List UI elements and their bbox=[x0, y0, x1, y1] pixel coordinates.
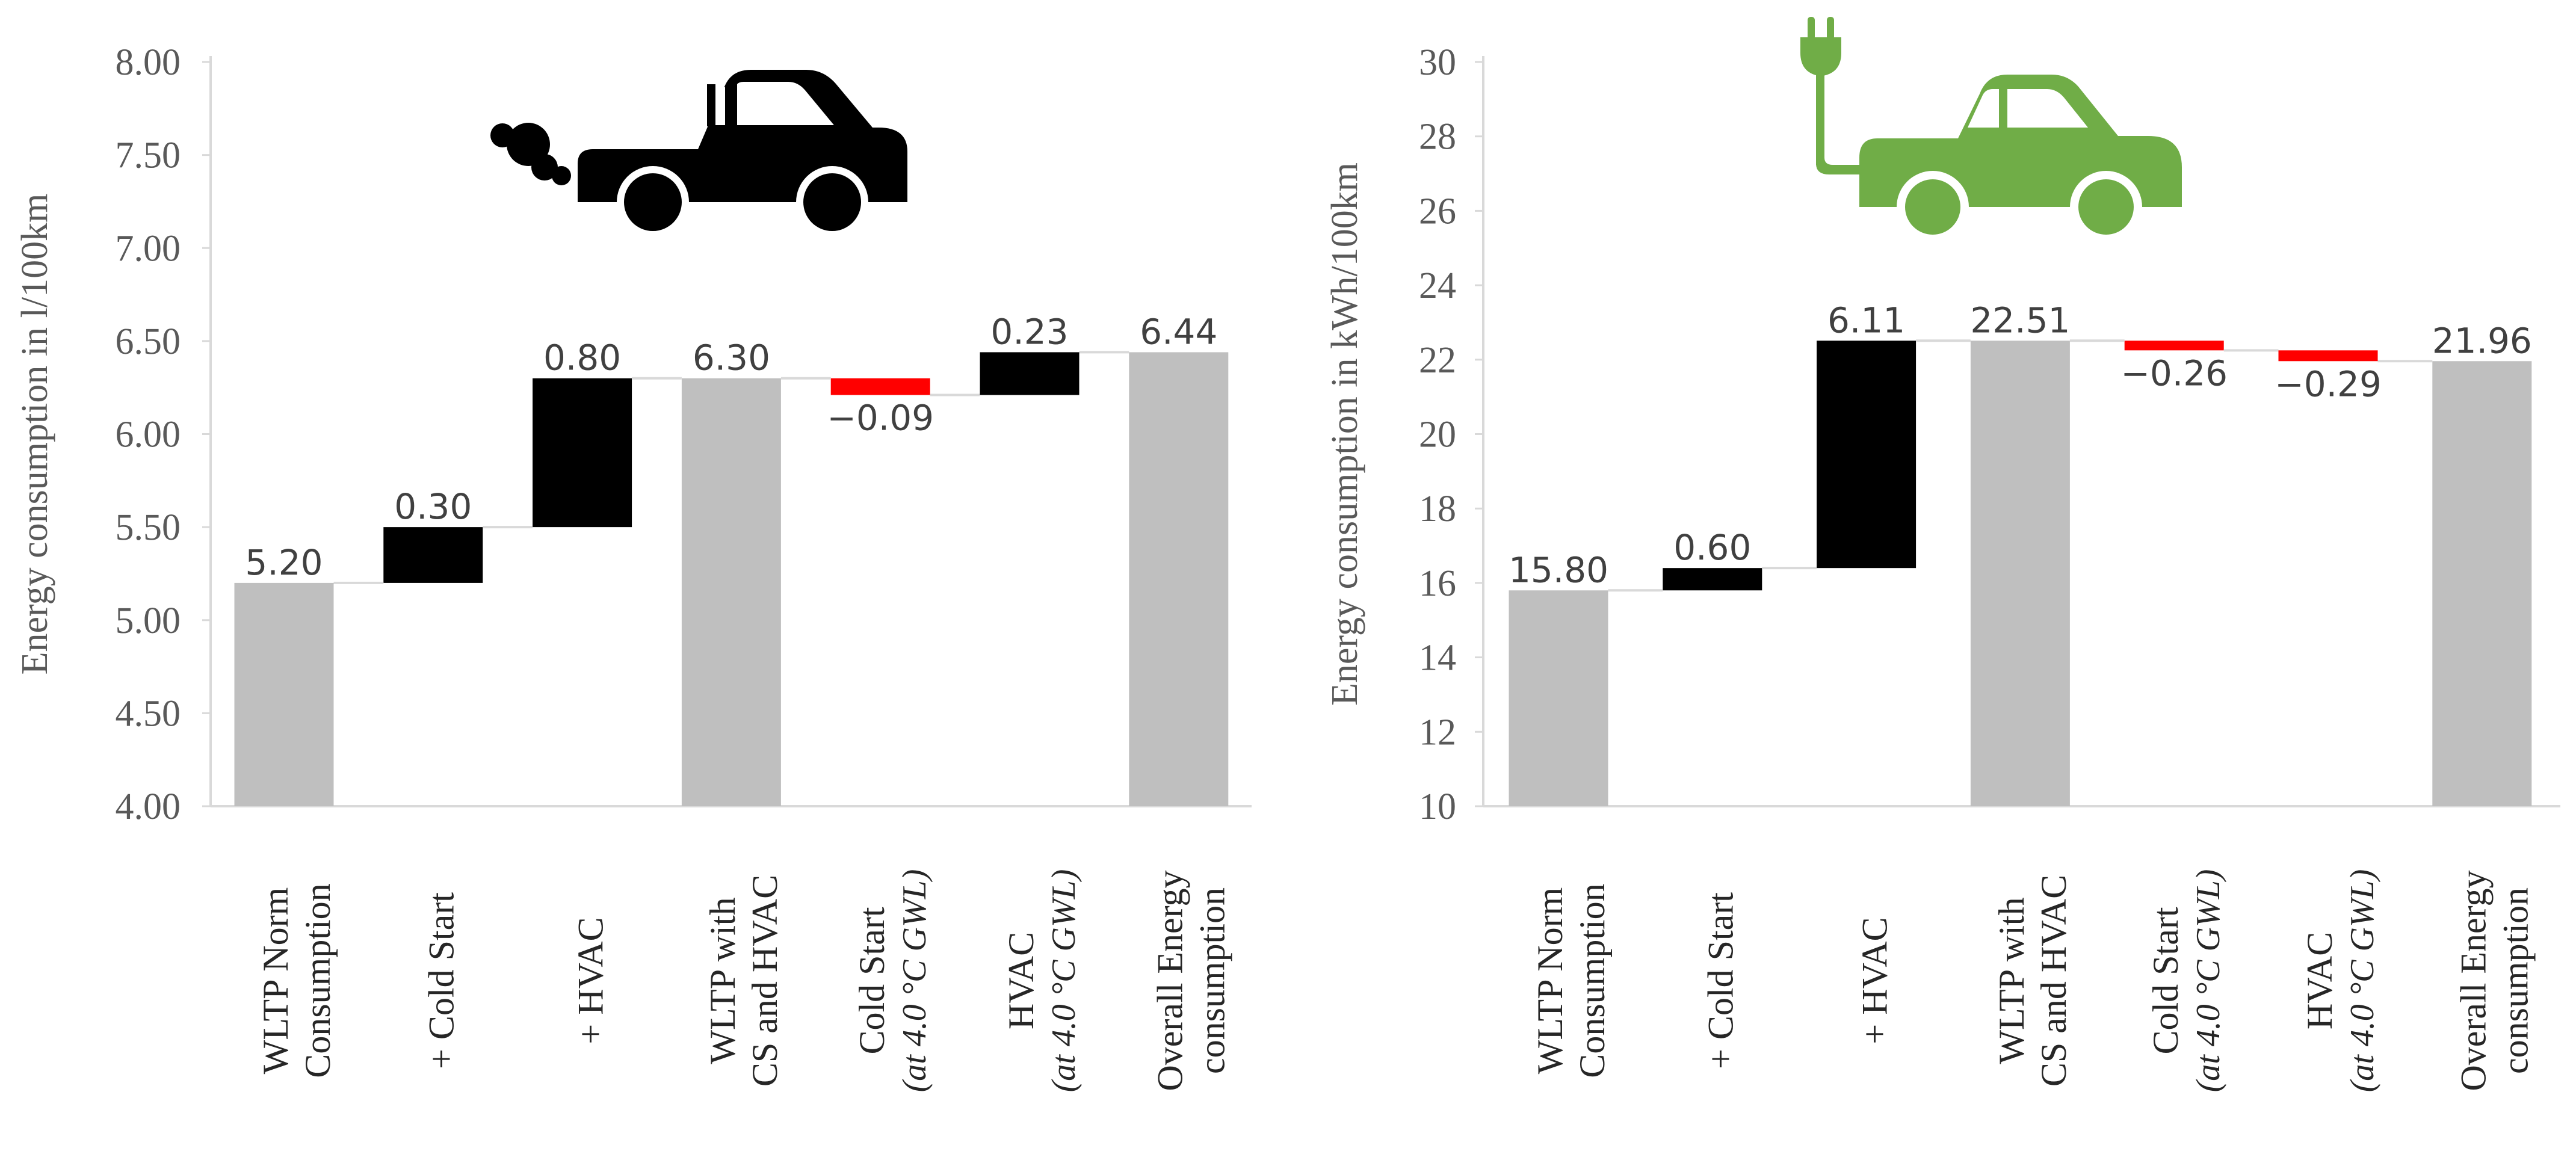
category-label: + HVAC bbox=[570, 917, 610, 1044]
y-tick-label: 24 bbox=[1419, 265, 1456, 306]
electric-bar-5 bbox=[2124, 341, 2224, 351]
y-tick-label: 28 bbox=[1419, 117, 1456, 158]
y-tick-label: 5.00 bbox=[116, 600, 181, 641]
category-label: Cold Start bbox=[852, 907, 892, 1054]
y-tick-label: 5.50 bbox=[116, 507, 181, 548]
y-tick-label: 16 bbox=[1419, 563, 1456, 604]
y-tick-label: 4.00 bbox=[116, 786, 181, 827]
fuel-bar-4 bbox=[681, 378, 781, 806]
bar-data-label: 6.11 bbox=[1827, 300, 1905, 341]
fuel-bar-2 bbox=[383, 527, 483, 583]
electric-bar-1 bbox=[1509, 590, 1608, 806]
y-axis-title: Energy consumption in kWh/100km bbox=[1324, 162, 1365, 706]
bar-data-label: −0.26 bbox=[2120, 353, 2228, 393]
bar-data-label: 0.23 bbox=[990, 311, 1068, 352]
bar-data-label: 6.44 bbox=[1140, 311, 1217, 352]
bar-data-label: −0.09 bbox=[827, 398, 934, 439]
category-label: + Cold Start bbox=[1701, 892, 1741, 1069]
electric-car-plug-icon bbox=[1800, 17, 2182, 243]
fuel-bar-3 bbox=[533, 378, 632, 528]
y-tick-label: 7.50 bbox=[116, 135, 181, 176]
category-label-line2: (at 4.0 °C GWL) bbox=[1045, 869, 1083, 1093]
bar-data-label: 21.96 bbox=[2432, 320, 2532, 361]
category-label: HVAC bbox=[1001, 932, 1041, 1029]
bar-data-label: 0.60 bbox=[1673, 527, 1751, 568]
y-tick-label: 6.00 bbox=[116, 415, 181, 455]
fuel-consumption-waterfall-chart: 4.00 4.50 5.00 5.50 6.00 6.50 7.00 7.50 8.00 Ener… bbox=[14, 42, 1252, 1092]
category-label-line2: (at 4.0 °C GWL) bbox=[2344, 869, 2381, 1093]
y-tick-label: 10 bbox=[1419, 786, 1456, 827]
category-label-line2: (at 4.0 °C GWL) bbox=[2190, 869, 2227, 1093]
y-tick-label: 8.00 bbox=[116, 42, 181, 83]
category-label-line2: Consumption bbox=[1572, 883, 1612, 1078]
electric-bar-2 bbox=[1663, 568, 1762, 591]
electric-consumption-waterfall-chart: 10 12 14 16 18 20 22 24 26 28 30 Energy consumption… bbox=[1324, 42, 2560, 1092]
fuel-bar-1 bbox=[234, 582, 334, 806]
y-tick-label: 26 bbox=[1419, 191, 1456, 232]
bar-data-label: −0.29 bbox=[2275, 363, 2382, 404]
electric-bar-7 bbox=[2432, 361, 2532, 806]
category-label: Overall Energy bbox=[1151, 870, 1190, 1091]
y-tick-label: 22 bbox=[1419, 340, 1456, 381]
category-label-line2: consumption bbox=[2496, 887, 2536, 1074]
category-label-line2: CS and HVAC bbox=[745, 875, 785, 1087]
category-label-line2: consumption bbox=[1193, 887, 1232, 1074]
bar-data-label: 5.20 bbox=[245, 542, 323, 583]
category-label-line2: CS and HVAC bbox=[2034, 875, 2074, 1087]
y-tick-label: 18 bbox=[1419, 489, 1456, 529]
combustion-car-exhaust-icon bbox=[490, 70, 907, 238]
bar-data-label: 22.51 bbox=[1970, 300, 2070, 341]
category-label: WLTP Norm bbox=[1530, 887, 1570, 1075]
category-label-line2: (at 4.0 °C GWL) bbox=[896, 869, 933, 1093]
category-label: + Cold Start bbox=[422, 892, 462, 1069]
y-axis-title: Energy consumption in l/100km bbox=[14, 194, 55, 675]
category-label: Cold Start bbox=[2146, 907, 2185, 1054]
category-label: Overall Energy bbox=[2454, 870, 2494, 1091]
bar-data-label: 6.30 bbox=[693, 338, 770, 378]
y-tick-label: 7.00 bbox=[116, 228, 181, 269]
category-label: + HVAC bbox=[1855, 917, 1894, 1044]
y-tick-label: 20 bbox=[1419, 415, 1456, 455]
bar-data-label: 15.80 bbox=[1509, 549, 1608, 590]
y-tick-label: 4.50 bbox=[116, 693, 181, 734]
category-label: HVAC bbox=[2300, 932, 2340, 1029]
fuel-bar-5 bbox=[830, 378, 930, 395]
bar-data-label: 0.30 bbox=[394, 486, 472, 527]
bar-data-label: 0.80 bbox=[543, 338, 621, 378]
electric-bar-6 bbox=[2278, 350, 2378, 362]
electric-bar-3 bbox=[1817, 341, 1917, 569]
fuel-bar-6 bbox=[980, 352, 1080, 395]
category-label: WLTP Norm bbox=[256, 887, 295, 1075]
fuel-bar-7 bbox=[1129, 352, 1229, 806]
category-label: WLTP with bbox=[1992, 897, 2031, 1064]
category-label: WLTP with bbox=[703, 897, 743, 1064]
electric-bar-4 bbox=[1970, 341, 2070, 806]
y-tick-label: 14 bbox=[1419, 638, 1456, 679]
y-tick-label: 30 bbox=[1419, 42, 1456, 83]
y-tick-label: 12 bbox=[1419, 712, 1456, 753]
category-label-line2: Consumption bbox=[298, 883, 338, 1078]
y-tick-label: 6.50 bbox=[116, 321, 181, 362]
